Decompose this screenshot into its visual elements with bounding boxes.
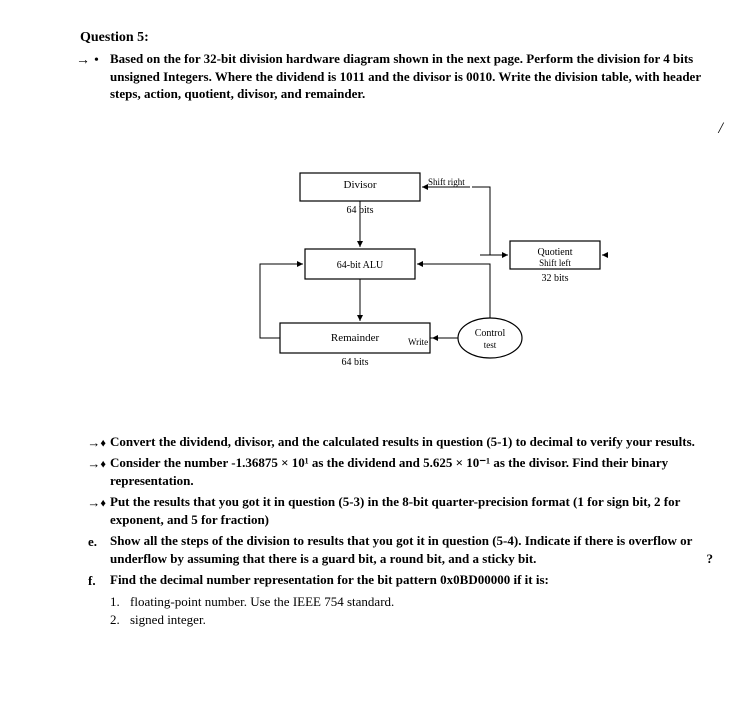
control-sub: test — [484, 340, 497, 350]
item-f: f. Find the decimal number representatio… — [110, 571, 703, 589]
control-label: Control — [475, 328, 506, 339]
sub-item-1: 1. floating-point number. Use the IEEE 7… — [130, 593, 703, 611]
diagram-svg: Divisor 64 bits Shift right 64-bit ALU R… — [230, 163, 610, 413]
alu-label: 64-bit ALU — [337, 260, 384, 271]
arrow-icon: →♦ — [80, 494, 106, 512]
division-hardware-diagram: Divisor 64 bits Shift right 64-bit ALU R… — [80, 163, 703, 423]
question-body: → • Based on the for 32-bit division har… — [110, 50, 703, 103]
shift-left-label: Shift left — [539, 258, 571, 268]
quotient-label: Quotient — [538, 247, 573, 258]
shift-right-label: Shift right — [428, 177, 465, 187]
arrow-icon: →♦ — [80, 434, 106, 452]
write-label: Write — [408, 337, 428, 347]
item-e: e. Show all the steps of the division to… — [110, 532, 703, 567]
quotient-sub: 32 bits — [542, 273, 569, 284]
remainder-sub: 64 bits — [342, 357, 369, 368]
item-letter: e. — [88, 533, 97, 551]
arrow-icon: →♦ — [80, 455, 106, 473]
item-d: →♦ Put the results that you got it in qu… — [110, 493, 703, 528]
item-b: →♦ Convert the dividend, divisor, and th… — [110, 433, 703, 451]
question-header: Question 5: — [80, 30, 703, 46]
divisor-label: Divisor — [344, 179, 377, 191]
question-mark: ? — [707, 550, 714, 568]
sub-questions: →♦ Convert the dividend, divisor, and th… — [80, 433, 703, 628]
item-c: →♦ Consider the number -1.36875 × 10¹ as… — [110, 454, 703, 489]
stray-mark: / — [719, 120, 723, 138]
sub-item-2: 2. signed integer. — [130, 611, 703, 629]
bullet-icon: • — [94, 52, 99, 71]
remainder-label: Remainder — [331, 332, 380, 344]
item-letter: f. — [88, 572, 96, 590]
arrow-icon: → — [76, 52, 90, 71]
